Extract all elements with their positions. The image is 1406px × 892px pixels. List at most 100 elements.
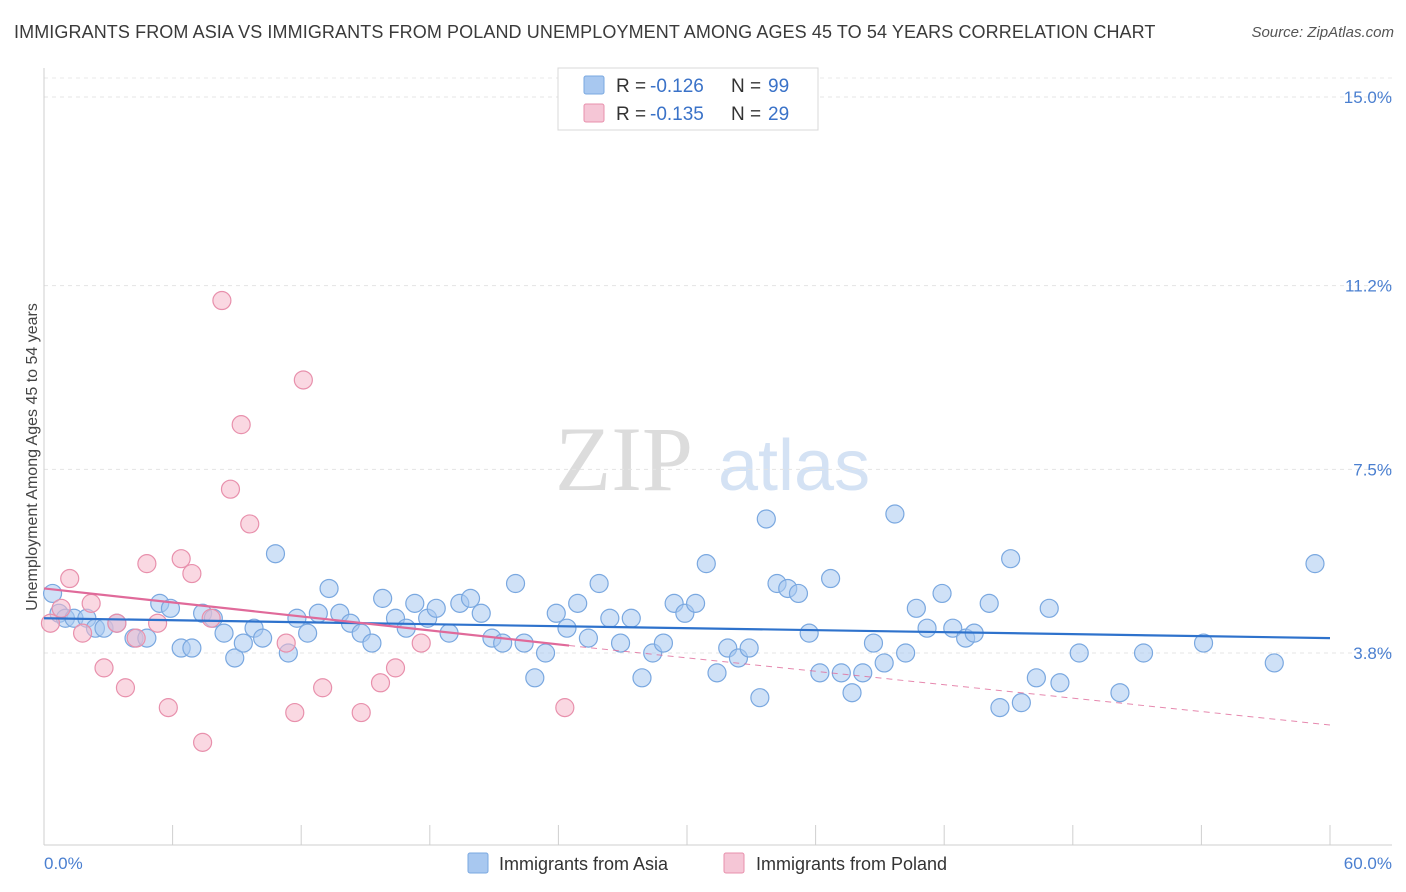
point-asia-47: [546, 603, 566, 623]
point-asia-51: [589, 573, 609, 594]
point-asia-66: [750, 688, 770, 708]
point-asia-60: [685, 593, 706, 613]
point-asia-99: [1305, 554, 1325, 574]
point-asia-91: [1026, 668, 1046, 688]
point-asia-72: [810, 663, 830, 683]
trend-line-asia: [43, 617, 1331, 640]
point-asia-78: [874, 653, 894, 673]
point-poland-23: [313, 678, 333, 698]
chart-title: IMMIGRANTS FROM ASIA VS IMMIGRANTS FROM …: [14, 22, 1156, 42]
legend-top: R = -0.126 N = 99 R = -0.135 N = 29: [557, 67, 819, 131]
point-poland-19: [240, 514, 260, 534]
point-poland-11: [158, 698, 178, 718]
point-asia-57: [653, 633, 674, 653]
legend-bottom-swatch-poland: [723, 852, 745, 874]
point-asia-17: [225, 648, 245, 668]
point-asia-53: [610, 633, 631, 653]
legend-r-value-poland: -0.135: [650, 104, 704, 125]
x-tick-label-min: 0.0%: [44, 854, 83, 873]
point-asia-82: [917, 618, 937, 638]
point-asia-87: [979, 593, 999, 613]
point-poland-22: [293, 370, 313, 390]
point-poland-16: [212, 290, 232, 311]
point-asia-54: [621, 608, 641, 628]
point-asia-13: [182, 638, 202, 658]
point-asia-24: [298, 623, 318, 643]
legend-n-label-asia: N =: [731, 76, 761, 97]
legend-swatch-asia: [583, 75, 605, 95]
point-asia-71: [799, 623, 819, 643]
point-poland-6: [107, 613, 127, 633]
point-asia-50: [578, 628, 599, 648]
point-asia-36: [426, 598, 446, 618]
legend-n-label-poland: N =: [731, 104, 761, 125]
y-tick-label-3: 15.0%: [1344, 88, 1392, 107]
point-asia-88: [990, 698, 1010, 718]
point-poland-24: [351, 702, 371, 723]
point-asia-40: [471, 603, 491, 623]
point-poland-3: [72, 623, 93, 643]
point-asia-67: [756, 509, 776, 529]
point-asia-18: [233, 633, 253, 653]
point-poland-20: [276, 633, 296, 653]
point-asia-45: [525, 668, 545, 688]
point-asia-80: [896, 643, 916, 663]
point-asia-95: [1110, 683, 1130, 703]
point-asia-11: [160, 598, 181, 618]
legend-swatch-poland: [583, 103, 605, 123]
point-asia-31: [373, 588, 393, 608]
point-poland-0: [40, 613, 61, 633]
point-asia-65: [739, 638, 759, 658]
watermark-atlas: atlas: [718, 426, 870, 506]
point-poland-21: [285, 702, 305, 723]
trend-lines: [43, 587, 1331, 726]
point-asia-96: [1133, 643, 1154, 663]
legend-r-label-poland: R =: [616, 104, 646, 125]
axes: [43, 68, 1392, 846]
legend-bottom-label-poland: Immigrants from Poland: [756, 854, 947, 874]
point-poland-27: [411, 633, 431, 653]
point-asia-75: [842, 683, 862, 703]
point-asia-52: [600, 608, 620, 628]
point-asia-83: [932, 583, 952, 604]
point-asia-97: [1193, 633, 1214, 653]
point-poland-25: [370, 673, 391, 693]
point-asia-61: [696, 554, 716, 574]
y-tick-labels: 3.8% 7.5% 11.2% 15.0%: [1344, 88, 1392, 663]
point-asia-39: [460, 588, 481, 608]
legend-bottom-swatch-asia: [467, 852, 489, 874]
point-asia-90: [1011, 693, 1031, 713]
point-asia-26: [319, 578, 339, 599]
point-poland-14: [193, 732, 213, 752]
point-poland-9: [137, 554, 157, 574]
point-asia-30: [362, 633, 382, 653]
point-asia-16: [214, 623, 234, 643]
point-poland-15: [201, 608, 221, 628]
trend-line-poland: [43, 587, 570, 647]
point-asia-73: [821, 568, 841, 589]
legend-r-label-asia: R =: [616, 76, 646, 97]
point-poland-1: [51, 598, 71, 618]
point-asia-76: [853, 663, 873, 683]
watermark-zip: ZIP: [555, 408, 693, 510]
point-poland-17: [220, 479, 241, 499]
legend-n-value-poland: 29: [768, 104, 789, 125]
x-tick-label-max: 60.0%: [1344, 854, 1392, 873]
y-axis-label: Unemployment Among Ages 45 to 54 years: [24, 303, 41, 611]
point-asia-49: [568, 593, 588, 613]
x-ticks: [43, 825, 1331, 845]
point-asia-79: [885, 504, 905, 524]
point-asia-23: [287, 608, 307, 628]
point-asia-20: [253, 628, 273, 648]
point-asia-44: [514, 633, 534, 653]
trend-line-poland-extension: [569, 645, 1331, 726]
y-tick-label-1: 7.5%: [1353, 460, 1392, 479]
point-asia-81: [906, 598, 926, 618]
point-poland-7: [115, 678, 136, 698]
point-poland-8: [126, 628, 146, 648]
data-points: [40, 290, 1325, 752]
point-poland-2: [60, 568, 80, 589]
legend-bottom: Immigrants from Asia Immigrants from Pol…: [467, 852, 947, 874]
y-tick-label-2: 11.2%: [1345, 277, 1392, 296]
point-asia-48: [557, 618, 577, 638]
